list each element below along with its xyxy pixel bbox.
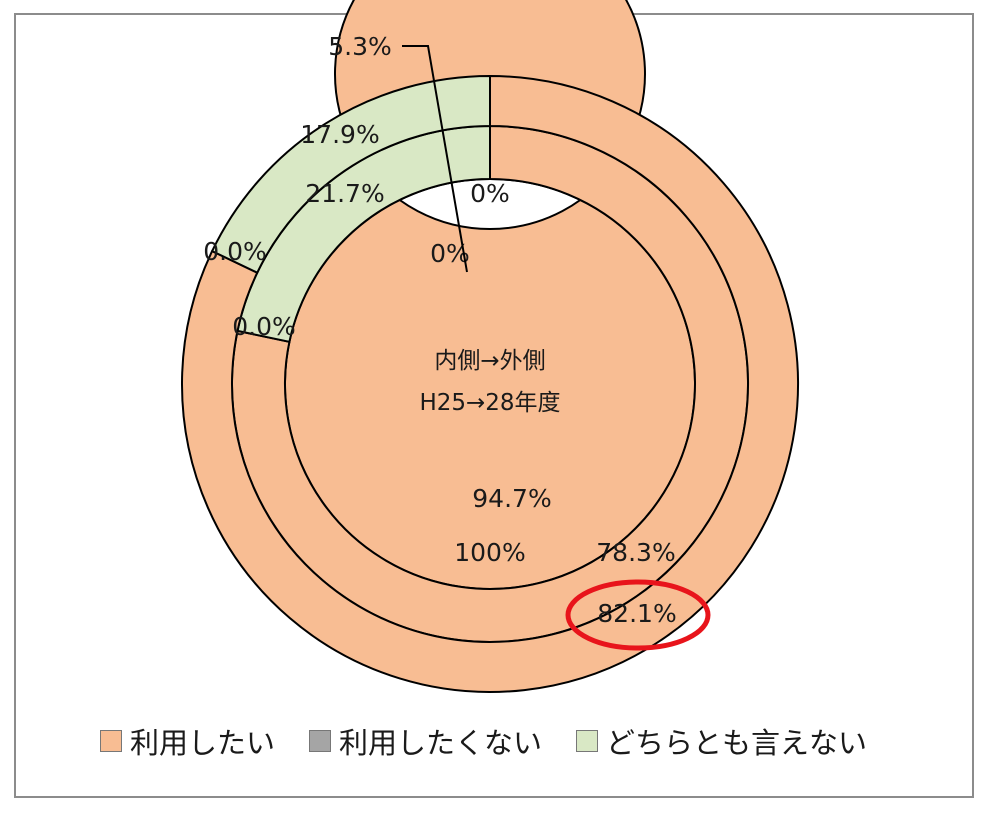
legend-item-want: 利用したい <box>100 720 275 762</box>
data-label-inner-want: 94.7% <box>472 484 551 513</box>
center-label-line2: H25→28年度 <box>419 390 560 416</box>
legend-label-dont-want: 利用したくない <box>339 726 543 760</box>
data-label-outer-neither: 17.9% <box>300 120 379 149</box>
data-label-outer-dont-want: 0.0% <box>203 237 267 266</box>
legend-label-neither: どちらとも言えない <box>606 726 868 760</box>
center-label-line1: 内側→外側 <box>434 348 545 374</box>
legend-label-want: 利用したい <box>130 726 276 760</box>
data-label-second-dont-want: 0% <box>470 179 510 208</box>
legend-swatch-neither <box>576 730 599 752</box>
donut-chart: 94.7%0%5.3%100%0%78.3%0.0%21.7%82.1%0.0%… <box>181 0 799 693</box>
data-label-third-dont-want: 0.0% <box>232 312 296 341</box>
legend: 利用したい 利用したくない どちらとも言えない <box>100 720 901 762</box>
legend-swatch-want <box>100 730 122 752</box>
highlight-circle <box>565 579 711 651</box>
data-label-inner-neither: 5.3% <box>328 32 392 61</box>
data-label-third-neither: 21.7% <box>305 179 384 208</box>
data-label-second-want: 100% <box>454 538 525 567</box>
data-label-outer-want: 82.1% <box>597 599 676 628</box>
leader-line <box>402 45 468 273</box>
ring-outer-neither-segment <box>210 74 491 275</box>
legend-swatch-dont-want <box>309 730 332 752</box>
ring-outer-want-segment <box>181 74 799 693</box>
data-label-third-want: 78.3% <box>596 538 675 567</box>
legend-item-neither: どちらとも言えない <box>576 720 867 762</box>
legend-item-dont-want: 利用したくない <box>309 720 542 762</box>
